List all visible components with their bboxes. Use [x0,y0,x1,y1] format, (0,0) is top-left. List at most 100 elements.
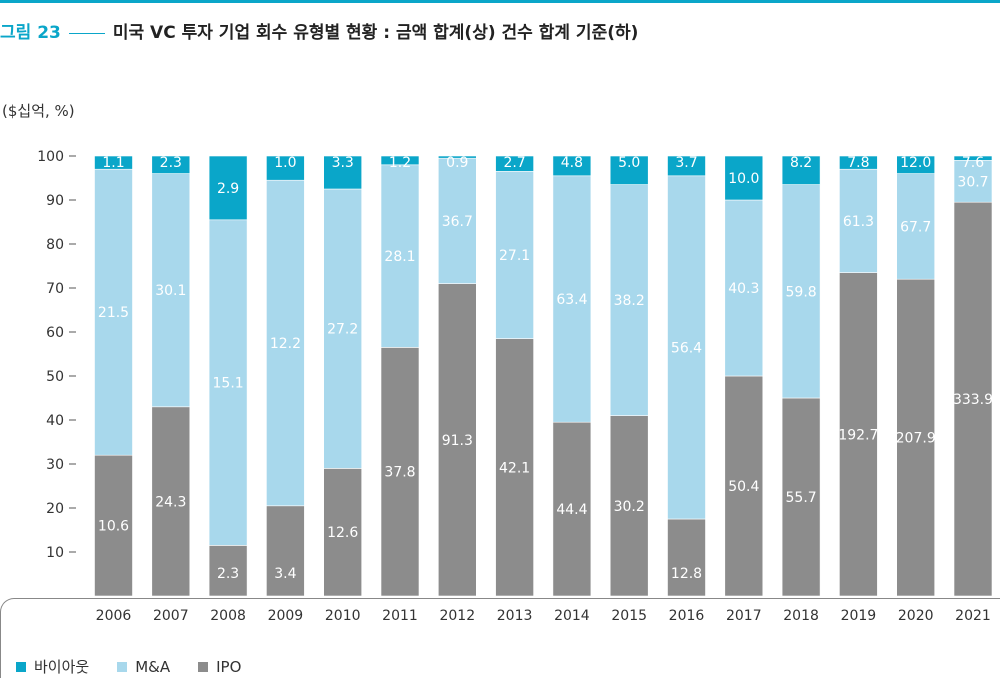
data-label-buyout-2009: 1.0 [274,155,296,171]
data-label-buyout-2007: 2.3 [160,155,182,171]
data-label-ipo-2017: 50.4 [728,479,759,495]
bar-ipo-2008 [208,545,248,597]
data-label-ma-2012: 36.7 [442,214,473,230]
data-label-buyout-2019: 7.8 [847,155,869,171]
data-label-ma-2006: 21.5 [98,305,129,321]
bar-ipo-2017 [724,375,764,597]
legend-item-ma: M&A [117,658,170,676]
data-label-ipo-2020: 207.9 [896,431,936,447]
data-label-ipo-2011: 37.8 [384,465,415,481]
data-label-ma-2010: 27.2 [327,322,358,338]
data-label-ipo-2015: 30.2 [614,499,645,515]
bar-buyout-2006 [94,155,133,170]
data-label-buyout-2018: 8.2 [790,155,812,171]
data-label-buyout-2010: 3.3 [332,155,354,171]
bar-buyout-2008 [208,155,248,221]
data-label-ipo-2018: 55.7 [786,490,817,506]
data-label-ma-2019: 61.3 [843,214,874,230]
bar-ipo-2019 [839,272,878,597]
x-tick-label: 2016 [669,608,705,624]
legend-swatch-ma [117,661,128,672]
data-label-ma-2020: 67.7 [900,219,931,235]
data-label-ma-2013: 27.1 [499,248,530,264]
bar-ma-2010 [323,188,363,469]
data-label-buyout-2021: 7.6 [962,155,984,171]
legend-swatch-buyout [16,661,26,672]
bar-ipo-2007 [151,406,191,597]
bar-ipo-2021 [953,201,993,597]
bar-ma-2012 [437,157,477,284]
data-label-ipo-2006: 10.6 [98,519,129,535]
y-tick-label: 100 [37,149,64,165]
x-tick-label: 2013 [497,608,533,624]
bar-ma-2013 [495,171,534,339]
chart-frame [0,598,1000,678]
x-tick-label: 2006 [96,608,132,624]
bar-buyout-2017 [724,155,764,201]
bar-ipo-2009 [266,505,305,597]
x-tick-label: 2011 [382,608,418,624]
y-tick-label: 60 [46,325,64,341]
stacked-bar-chart: 10 20 30 40 50 60 70 80 90 100 10.6 21.5 1.1 2006 24.3… [37,149,993,624]
data-label-buyout-2016: 3.7 [675,155,697,171]
legend-label-ma: M&A [135,657,171,676]
data-label-ma-2009: 12.2 [270,336,301,352]
figure-title: 미국 VC 투자 기업 회수 유형별 현황 : 금액 합계(상) 건수 합계 기… [112,22,639,43]
bar-ipo-2013 [495,338,534,597]
data-label-ipo-2021: 333.9 [953,392,993,408]
bar-ma-2009 [266,179,305,507]
legend-label-ipo: IPO [216,657,242,676]
data-label-ipo-2010: 12.6 [327,525,358,541]
bar-buyout-2013 [495,155,534,172]
bar-buyout-2007 [151,155,191,174]
x-tick-label: 2012 [439,608,475,624]
bar-ipo-2015 [609,415,649,597]
data-label-buyout-2020: 12.0 [900,155,931,171]
y-tick-label: 90 [46,193,64,209]
legend-item-buyout: 바이아웃 [16,656,89,677]
bar-ma-2017 [724,199,764,377]
bar-ma-2016 [667,175,706,520]
bar-ma-2014 [552,175,592,423]
data-label-ipo-2009: 3.4 [274,566,296,582]
y-tick-label: 80 [46,237,64,253]
bar-ipo-2011 [380,347,420,597]
bar-buyout-2015 [609,155,649,185]
y-tick-label: 40 [46,413,64,429]
y-tick-label: 20 [46,501,64,517]
bar-ma-2007 [151,173,191,408]
figure-header: 그림 23 미국 VC 투자 기업 회수 유형별 현황 : 금액 합계(상) 건… [0,17,638,43]
bar-buyout-2019 [839,155,878,170]
data-label-buyout-2015: 5.0 [618,155,640,171]
data-label-ma-2015: 38.2 [614,293,645,309]
data-label-buyout-2006: 1.1 [102,155,124,171]
data-label-ma-2007: 30.1 [155,283,186,299]
data-label-ipo-2007: 24.3 [155,494,186,510]
data-label-buyout-2014: 4.8 [561,155,583,171]
bar-ma-2018 [781,184,821,399]
bar-ma-2020 [896,173,936,280]
data-label-buyout-2008: 2.9 [217,181,239,197]
data-label-ipo-2019: 192.7 [838,427,878,443]
x-tick-label: 2020 [898,608,934,624]
data-label-ma-2016: 56.4 [671,340,702,356]
data-label-ma-2021: 30.7 [957,174,988,190]
bar-ma-2006 [94,168,133,456]
bar-buyout-2014 [552,155,592,177]
bar-buyout-2020 [896,155,936,174]
legend-swatch-ipo [198,661,209,672]
data-label-ma-2014: 63.4 [556,292,587,308]
bar-ipo-2006 [94,454,133,597]
y-tick-label: 10 [46,545,64,561]
bar-buyout-2018 [781,155,821,185]
bar-buyout-2012 [437,155,477,159]
bar-ma-2019 [839,168,878,273]
bar-ma-2011 [380,164,420,348]
top-accent-rule [0,0,1000,3]
bar-ipo-2016 [667,518,706,597]
x-tick-label: 2008 [210,608,246,624]
x-tick-label: 2010 [325,608,361,624]
data-label-ipo-2012: 91.3 [442,433,473,449]
x-tick-label: 2019 [841,608,877,624]
y-tick-label: 50 [46,369,64,385]
